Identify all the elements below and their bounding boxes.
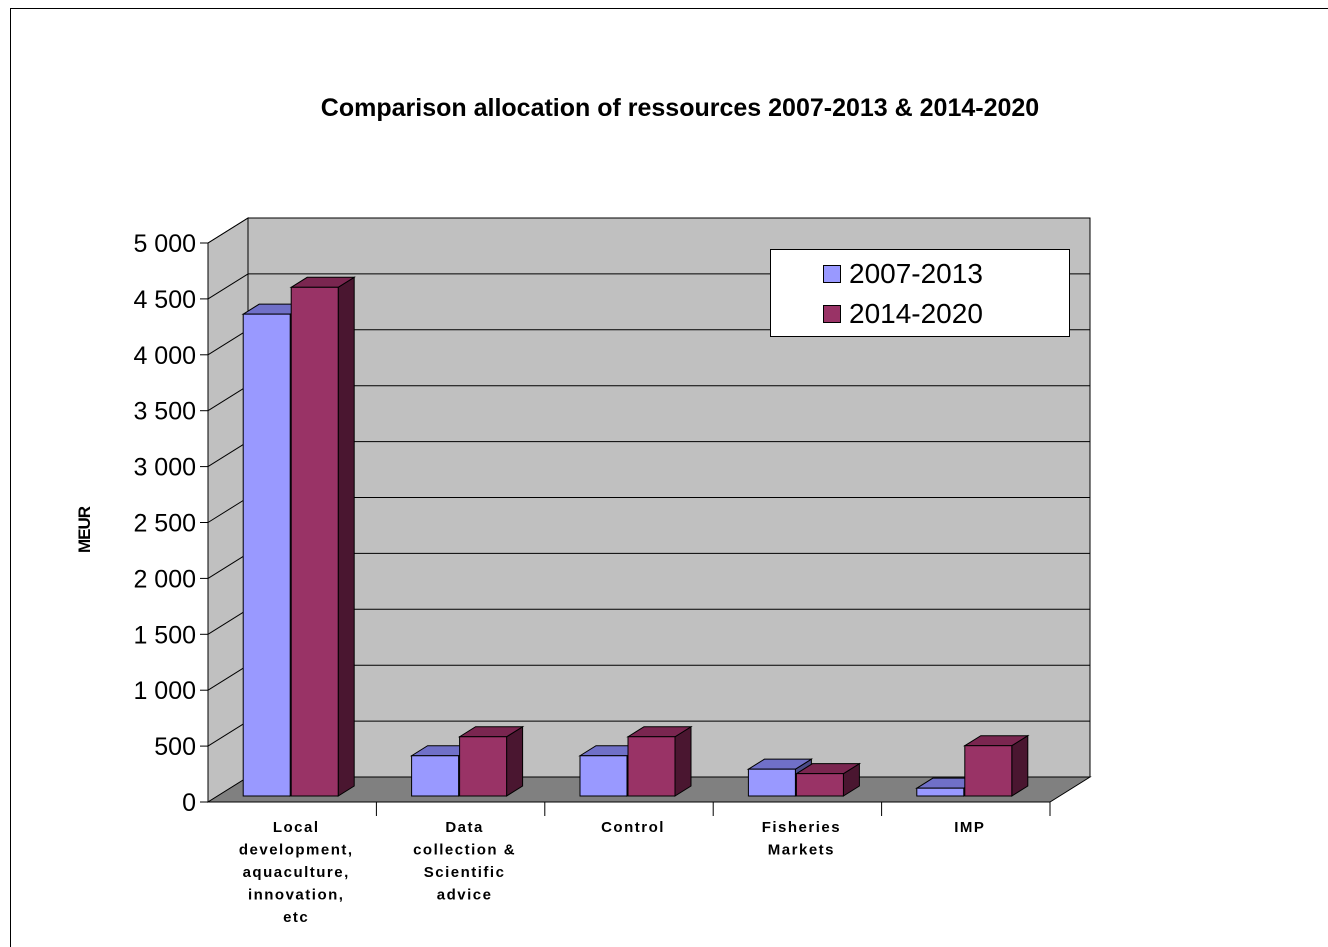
legend-item-2007-2013: 2007-2013 bbox=[823, 258, 983, 290]
y-tick-label: 2 000 bbox=[133, 565, 196, 593]
bar-2007-2013 bbox=[242, 313, 291, 797]
bar-2014-2020 bbox=[627, 736, 676, 797]
x-category-label: development, bbox=[239, 842, 354, 859]
x-category-label: Scientific bbox=[424, 864, 506, 881]
y-tick-label: 1 000 bbox=[133, 677, 196, 705]
gridline-side bbox=[207, 497, 249, 523]
x-category-label: Data bbox=[445, 819, 484, 836]
bar-2007-2013 bbox=[747, 768, 796, 797]
legend-item-2014-2020: 2014-2020 bbox=[823, 298, 983, 330]
x-category-label: IMP bbox=[954, 819, 985, 836]
x-category-label: collection & bbox=[413, 842, 516, 859]
bar-2014-2020 bbox=[459, 736, 508, 797]
y-tick-label: 500 bbox=[154, 733, 196, 761]
bar-2007-2013 bbox=[916, 787, 965, 797]
chart-frame bbox=[10, 8, 1328, 947]
y-tick-label: 4 000 bbox=[133, 342, 196, 370]
gridline-side bbox=[207, 720, 249, 747]
y-tick-label: 3 500 bbox=[133, 398, 196, 426]
gridline-side bbox=[207, 329, 249, 356]
x-category-label: advice bbox=[437, 887, 493, 904]
gridline-side bbox=[207, 217, 249, 244]
gridline-side bbox=[207, 385, 249, 412]
y-tick-label: 5 000 bbox=[133, 230, 196, 258]
legend: 2007-2013 2014-2020 bbox=[770, 249, 1070, 337]
y-tick-label: 4 500 bbox=[133, 286, 196, 314]
gridline-side bbox=[207, 552, 249, 579]
gridline-side bbox=[207, 441, 249, 468]
y-tick-label: 3 000 bbox=[133, 454, 196, 482]
x-category-label: etc bbox=[283, 909, 309, 926]
gridline-side bbox=[207, 273, 249, 300]
y-tick-label: 0 bbox=[182, 789, 196, 817]
gridline-side bbox=[207, 608, 249, 635]
bar-2014-2020 bbox=[290, 286, 339, 797]
x-category-label: innovation, bbox=[248, 887, 345, 904]
y-tick-label: 1 500 bbox=[133, 621, 196, 649]
bar-2007-2013 bbox=[579, 755, 628, 797]
legend-label: 2014-2020 bbox=[849, 298, 983, 329]
y-tick-label: 2 500 bbox=[133, 510, 196, 538]
bar-2014-2020 bbox=[964, 745, 1013, 797]
x-category-label: Fisheries bbox=[762, 819, 841, 836]
legend-swatch-2014-2020 bbox=[823, 304, 841, 323]
bars bbox=[241, 276, 1030, 797]
legend-swatch-2007-2013 bbox=[823, 264, 841, 283]
axes bbox=[200, 242, 1051, 816]
x-category-label: aquaculture, bbox=[243, 864, 350, 881]
bar-2007-2013 bbox=[411, 755, 460, 797]
bar-side-2014-2020 bbox=[674, 725, 692, 797]
x-category-label: Local bbox=[273, 819, 320, 836]
legend-label: 2007-2013 bbox=[849, 258, 983, 289]
bar-2014-2020 bbox=[795, 773, 844, 797]
x-category-label: Markets bbox=[768, 842, 835, 859]
chart-title: Comparison allocation of ressources 2007… bbox=[320, 94, 1040, 122]
gridline-side bbox=[207, 664, 249, 691]
bar-side-2014-2020 bbox=[506, 725, 524, 797]
x-category-label: Control bbox=[601, 819, 665, 836]
bar-side-2014-2020 bbox=[337, 276, 355, 797]
axis-labels: 0 500 1 000 1 500 2 000 2 500 3 000 3 500 4 000 4… bbox=[133, 230, 985, 926]
